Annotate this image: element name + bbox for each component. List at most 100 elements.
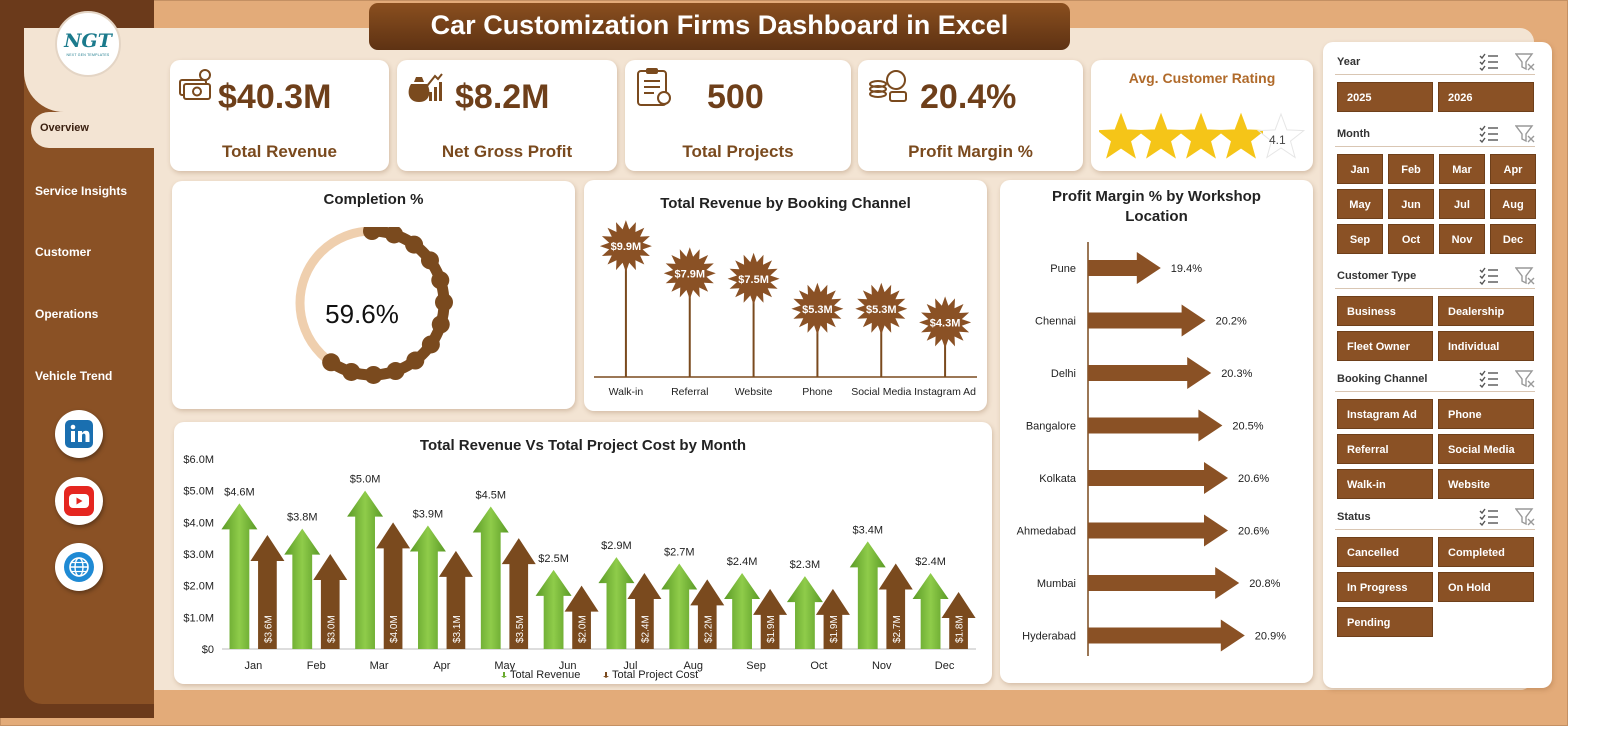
data-label: $4.3M xyxy=(930,317,961,329)
linkedin-button[interactable] xyxy=(55,410,103,458)
slicer-title-status: Status xyxy=(1337,511,1371,523)
donut-bead xyxy=(406,351,425,370)
revenue-data-label: $3.4M xyxy=(852,524,883,536)
slicer-option-booking-channel[interactable]: Social Media xyxy=(1438,434,1534,464)
cost-data-label: $2.7M xyxy=(892,615,903,643)
revenue-bar xyxy=(661,563,698,649)
donut-bead xyxy=(364,365,383,384)
multi-select-icon[interactable] xyxy=(1479,53,1499,72)
slicer-title-year: Year xyxy=(1337,56,1361,68)
slicer-divider xyxy=(1335,391,1535,392)
cost-bar xyxy=(878,563,913,649)
clear-filter-icon[interactable] xyxy=(1514,267,1535,285)
month-label: Aug xyxy=(683,660,703,672)
data-label: $5.3M xyxy=(866,304,897,316)
slicer-option-month[interactable]: Aug xyxy=(1490,189,1536,219)
revenue-bar xyxy=(535,569,572,649)
legend-marker xyxy=(501,672,507,678)
slicer-controls xyxy=(1479,267,1535,290)
data-label: 20.6% xyxy=(1238,526,1269,538)
slicer-option-month[interactable]: Jun xyxy=(1388,189,1434,219)
nav-item-service-insights[interactable]: Service Insights xyxy=(35,184,128,198)
cost-bar xyxy=(376,522,411,649)
revenue-bar xyxy=(849,541,886,649)
bar-arrow xyxy=(1088,619,1245,652)
slicer-option-year[interactable]: 2026 xyxy=(1438,82,1534,112)
category-label: Phone xyxy=(802,386,833,398)
data-label: 20.9% xyxy=(1255,631,1286,643)
kpi-label: Total Revenue xyxy=(222,142,337,161)
slicer-option-month[interactable]: Feb xyxy=(1388,154,1434,184)
completion-card: Completion % 59.6% xyxy=(172,181,575,409)
logo-subtitle: NEXT GEN TEMPLATES xyxy=(66,52,110,57)
workshop-location-card: Profit Margin % by Workshop Location Pun… xyxy=(1000,180,1313,683)
slicer-controls xyxy=(1479,508,1535,531)
category-label: Chennai xyxy=(1035,316,1076,328)
data-label: 20.3% xyxy=(1221,368,1252,380)
slicer-option-month[interactable]: Apr xyxy=(1490,154,1536,184)
revenue-data-label: $3.8M xyxy=(287,512,318,524)
multi-select-icon[interactable] xyxy=(1479,508,1499,527)
slicer-option-month[interactable]: Mar xyxy=(1439,154,1485,184)
donut-bead xyxy=(431,271,450,290)
nav-item-customer[interactable]: Customer xyxy=(35,245,92,259)
rating-value: 4.1 xyxy=(1269,133,1286,147)
slicer-option-month[interactable]: Oct xyxy=(1388,224,1434,254)
nav-item-overview[interactable]: Overview xyxy=(31,112,113,148)
cost-bar xyxy=(250,535,285,649)
cost-data-label: $4.0M xyxy=(389,615,400,643)
slicer-title-customer-type: Customer Type xyxy=(1337,270,1417,282)
slicer-option-status[interactable]: In Progress xyxy=(1337,572,1433,602)
chart-title: Completion % xyxy=(323,191,424,208)
logo-text: NGT xyxy=(64,29,112,52)
multi-select-icon[interactable] xyxy=(1479,370,1499,389)
revenue-bar xyxy=(724,573,761,649)
slicer-option-customer-type[interactable]: Individual xyxy=(1438,331,1534,361)
clear-filter-icon[interactable] xyxy=(1514,370,1535,388)
donut-bead xyxy=(420,251,439,270)
clear-filter-icon[interactable] xyxy=(1514,53,1535,71)
slicer-option-status[interactable]: Cancelled xyxy=(1337,537,1433,567)
slicer-option-month[interactable]: Dec xyxy=(1490,224,1536,254)
rating-stars xyxy=(1099,112,1305,159)
slicer-option-booking-channel[interactable]: Walk-in xyxy=(1337,469,1433,499)
nav-item-operations[interactable]: Operations xyxy=(35,307,99,321)
data-label: $5.3M xyxy=(802,304,833,316)
slicer-option-month[interactable]: Jan xyxy=(1337,154,1383,184)
bar-marker xyxy=(919,296,972,349)
chart-title: Total Revenue Vs Total Project Cost by M… xyxy=(419,437,747,454)
slicer-option-status[interactable]: Completed xyxy=(1438,537,1534,567)
slicer-option-customer-type[interactable]: Dealership xyxy=(1438,296,1534,326)
slicer-option-customer-type[interactable]: Business xyxy=(1337,296,1433,326)
slicer-option-status[interactable]: Pending xyxy=(1337,607,1433,637)
cost-data-label: $2.4M xyxy=(640,615,651,643)
slicer-option-booking-channel[interactable]: Referral xyxy=(1337,434,1433,464)
slicer-option-year[interactable]: 2025 xyxy=(1337,82,1433,112)
kpi-card-net-gross-profit: $8.2M Net Gross Profit xyxy=(397,60,617,171)
slicer-option-status[interactable]: On Hold xyxy=(1438,572,1534,602)
slicer-option-customer-type[interactable]: Fleet Owner xyxy=(1337,331,1433,361)
slicer-option-month[interactable]: Jul xyxy=(1439,189,1485,219)
category-label: Ahmedabad xyxy=(1017,526,1076,538)
website-button[interactable] xyxy=(55,543,103,591)
slicer-option-month[interactable]: Sep xyxy=(1337,224,1383,254)
rating-star xyxy=(1216,112,1266,159)
slicer-option-booking-channel[interactable]: Website xyxy=(1438,469,1534,499)
nav-item-vehicle-trend[interactable]: Vehicle Trend xyxy=(35,369,113,383)
y-tick-label: $2.0M xyxy=(183,581,214,593)
slicer-option-month[interactable]: May xyxy=(1337,189,1383,219)
profit-bag-icon xyxy=(408,73,443,102)
slicer-option-booking-channel[interactable]: Instagram Ad xyxy=(1337,399,1433,429)
clear-filter-icon[interactable] xyxy=(1514,508,1535,526)
cost-data-label: $2.0M xyxy=(578,615,589,643)
multi-select-icon[interactable] xyxy=(1479,125,1499,144)
cost-bar xyxy=(753,588,788,649)
clear-filter-icon[interactable] xyxy=(1514,125,1535,143)
month-label: Nov xyxy=(872,660,892,672)
bar-marker xyxy=(727,252,780,305)
youtube-button[interactable] xyxy=(55,477,103,525)
slicer-option-booking-channel[interactable]: Phone xyxy=(1438,399,1534,429)
multi-select-icon[interactable] xyxy=(1479,267,1499,286)
month-label: Apr xyxy=(433,660,450,672)
slicer-option-month[interactable]: Nov xyxy=(1439,224,1485,254)
